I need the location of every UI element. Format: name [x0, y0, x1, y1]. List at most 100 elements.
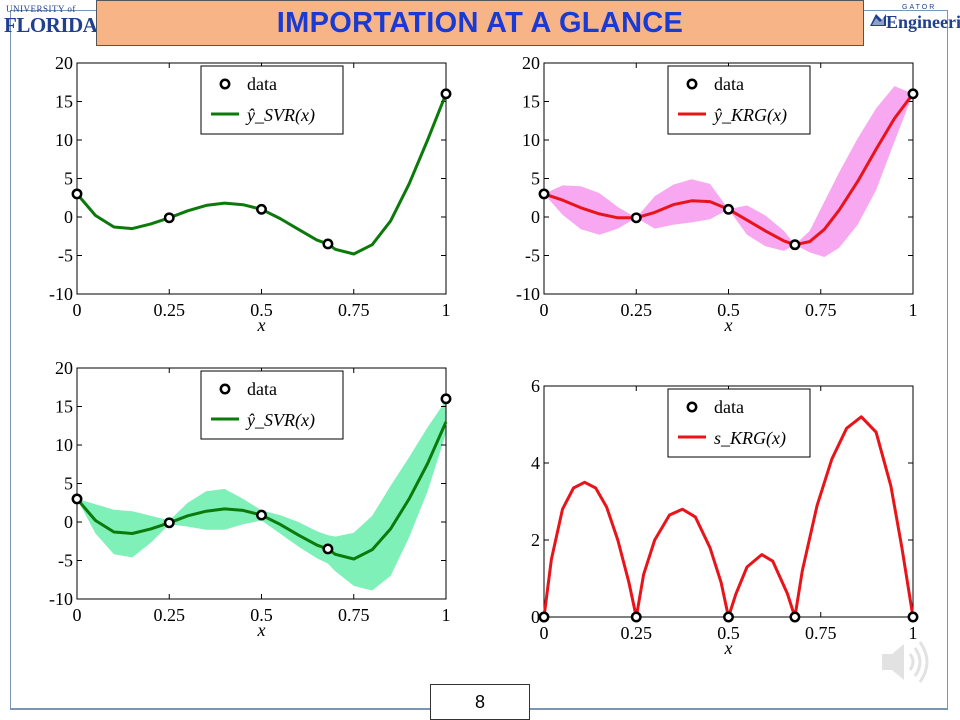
y-tick-label: 0 [64, 207, 73, 227]
x-axis-label: x [724, 315, 733, 335]
gator-mark-icon [870, 14, 886, 26]
legend-entry-data: data [714, 397, 744, 417]
data-point [630, 611, 642, 623]
logo-left-big-text: FLORIDA [4, 13, 98, 37]
x-tick-label: 0 [73, 300, 82, 320]
data-point [907, 611, 919, 623]
y-tick-label: 20 [55, 53, 73, 73]
legend-box [667, 65, 811, 135]
legend-marker-data [219, 78, 231, 90]
gator-engineering-logo: GATOR Engineering [866, 4, 960, 38]
y-tick-label: 0 [64, 512, 73, 532]
confidence-band [77, 400, 446, 591]
x-tick-label: 0 [73, 605, 82, 625]
y-tick-label: 10 [55, 435, 73, 455]
legend-entry-series: ŷ_SVR(x) [245, 410, 315, 431]
data-point [71, 188, 83, 200]
y-tick-label: -10 [516, 284, 540, 304]
page-number: 8 [430, 684, 530, 720]
x-tick-label: 0.5 [250, 605, 273, 625]
x-tick-label: 0.5 [717, 300, 740, 320]
x-tick-label: 1 [909, 623, 918, 643]
logo-right-small-text: GATOR [902, 4, 937, 11]
x-axis-label: x [257, 620, 266, 640]
y-tick-label: 0 [531, 207, 540, 227]
x-tick-label: 0.75 [805, 623, 837, 643]
data-point [163, 517, 175, 529]
legend-box [200, 370, 344, 440]
chart-top-left: 0 0.25 0.5 0.75 1 20 15 10 5 0 -5 -10 x data ŷ_SVR(x) [49, 53, 452, 335]
y-tick-label: 15 [55, 92, 73, 112]
x-tick-label: 0.75 [338, 605, 370, 625]
data-point [907, 88, 919, 100]
legend-marker-data [219, 383, 231, 395]
x-tick-label: 0 [540, 623, 549, 643]
y-tick-label: 2 [531, 530, 540, 550]
data-point [630, 212, 642, 224]
legend-marker-data [686, 78, 698, 90]
y-tick-label: 10 [522, 130, 540, 150]
data-point [538, 611, 550, 623]
y-tick-label: 5 [64, 474, 73, 494]
legend-box [667, 388, 811, 458]
data-point [322, 543, 334, 555]
legend-entry-series: s_KRG(x) [714, 428, 786, 449]
legend-box [200, 65, 344, 135]
y-tick-label: 20 [55, 358, 73, 378]
x-tick-label: 0.25 [154, 300, 186, 320]
speaker-icon[interactable] [876, 632, 936, 692]
data-point [163, 212, 175, 224]
y-tick-label: 10 [55, 130, 73, 150]
slide-title: IMPORTATION AT A GLANCE [276, 7, 684, 39]
legend-entry-data: data [714, 74, 744, 94]
y-tick-label: 5 [531, 169, 540, 189]
chart-top-right: 0 0.25 0.5 0.75 1 20 15 10 5 0 -5 -10 x data ŷ_KRG(x) [516, 53, 919, 335]
legend-entry-series: ŷ_KRG(x) [712, 105, 787, 126]
logo-right-big-text: Engineering [886, 12, 960, 32]
series-line [542, 415, 915, 619]
x-tick-label: 1 [909, 300, 918, 320]
data-point [322, 238, 334, 250]
university-of-florida-logo: UNIVERSITY of FLORIDA [4, 2, 98, 42]
x-tick-label: 0.5 [717, 623, 740, 643]
y-tick-label: 15 [522, 92, 540, 112]
legend-entry-data: data [247, 379, 277, 399]
x-tick-label: 0.25 [621, 300, 653, 320]
y-tick-label: -5 [525, 246, 540, 266]
y-tick-label: 0 [531, 607, 540, 627]
data-point [789, 611, 801, 623]
y-tick-label: -5 [58, 551, 73, 571]
legend-entry-data: data [247, 74, 277, 94]
y-tick-label: -10 [49, 589, 73, 609]
chart-bottom-right: 0 0.25 0.5 0.75 1 6 4 2 0 x data s_KRG(x) [531, 376, 919, 658]
x-axis-label: x [257, 315, 266, 335]
series-line [75, 93, 448, 256]
x-tick-label: 0.75 [338, 300, 370, 320]
y-tick-label: 4 [531, 453, 540, 473]
chart-bottom-left: 0 0.25 0.5 0.75 1 20 15 10 5 0 -5 -10 x data ŷ_SVR(x) [49, 358, 452, 640]
x-tick-label: 1 [442, 300, 451, 320]
legend-marker-data [686, 401, 698, 413]
logo-left-small-text: UNIVERSITY of [6, 4, 76, 14]
data-point [440, 393, 452, 405]
y-tick-label: 15 [55, 397, 73, 417]
x-tick-label: 0.25 [154, 605, 186, 625]
series-line [543, 92, 915, 247]
x-tick-label: 1 [442, 605, 451, 625]
data-point [71, 493, 83, 505]
series-line [75, 421, 448, 561]
data-point [440, 88, 452, 100]
y-tick-label: 20 [522, 53, 540, 73]
data-point [256, 509, 267, 521]
data-point [723, 611, 734, 623]
x-tick-label: 0.5 [250, 300, 273, 320]
confidence-band [544, 86, 913, 257]
data-point [723, 203, 734, 215]
x-tick-label: 0.75 [805, 300, 837, 320]
y-tick-label: 5 [64, 169, 73, 189]
y-tick-label: 6 [531, 376, 540, 396]
x-tick-label: 0.25 [621, 623, 653, 643]
x-tick-label: 0 [540, 300, 549, 320]
y-tick-label: -5 [58, 246, 73, 266]
